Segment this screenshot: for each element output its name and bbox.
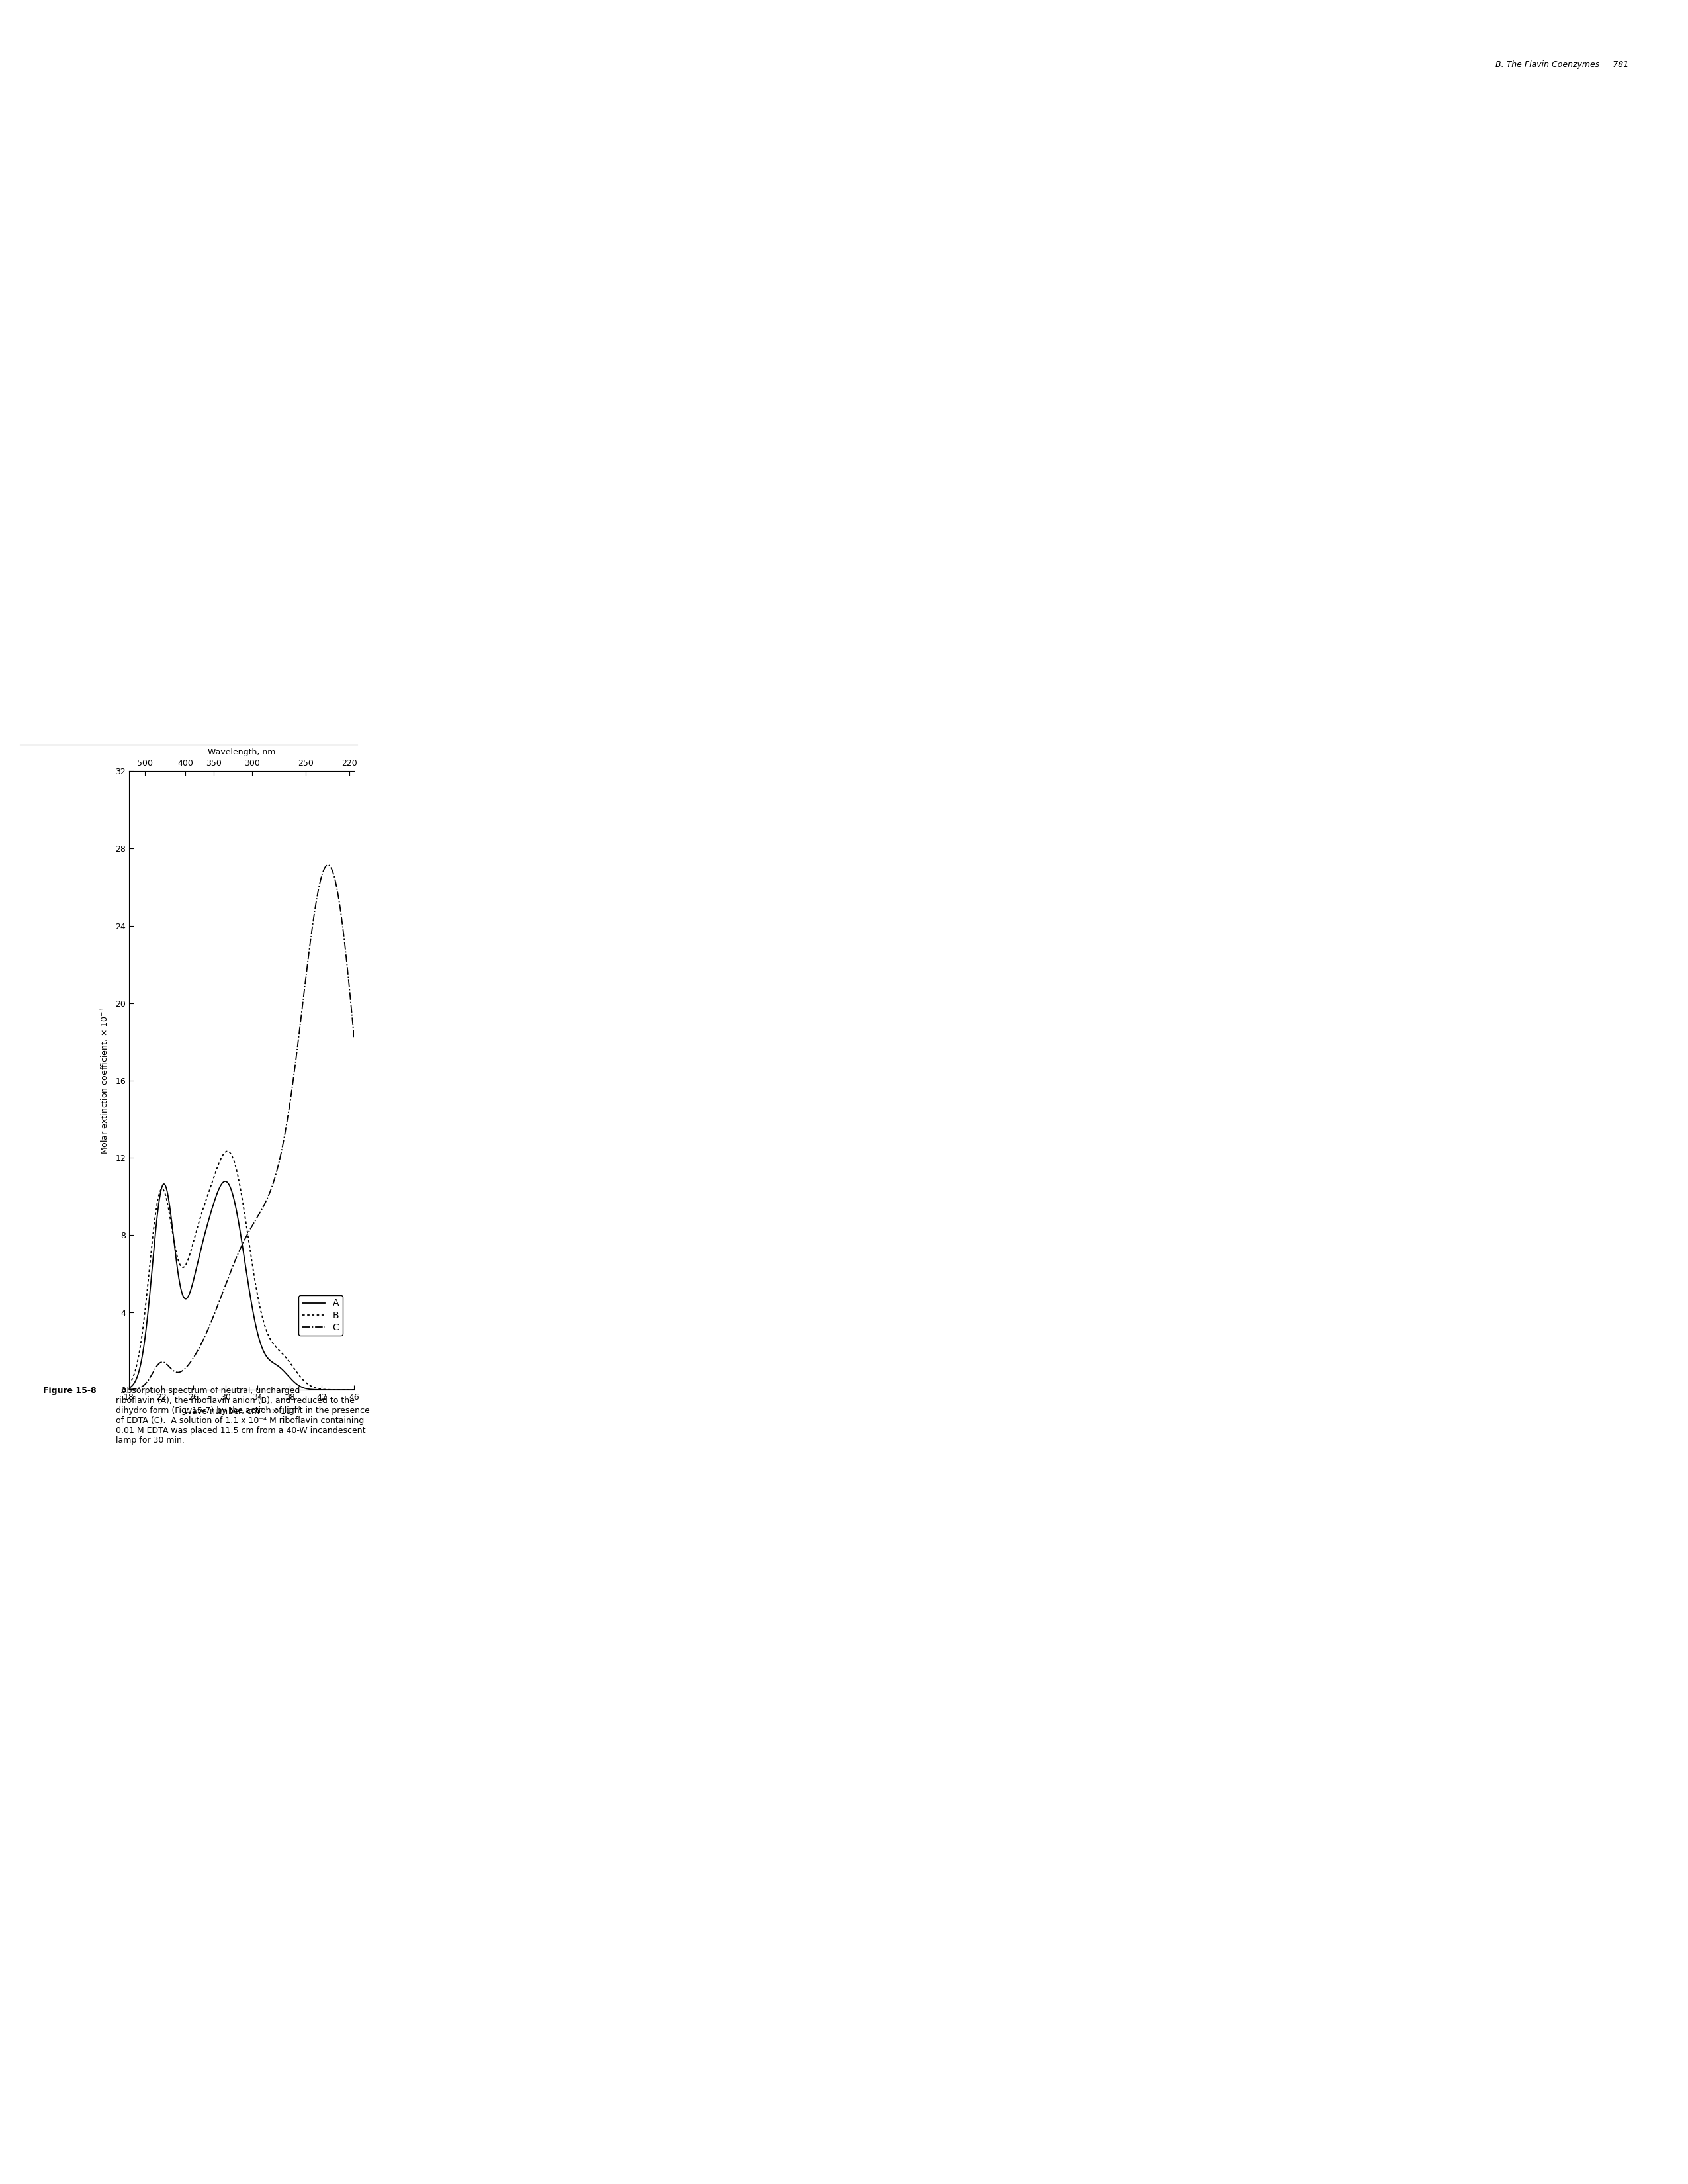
Text: B. The Flavin Coenzymes     781: B. The Flavin Coenzymes 781: [1496, 59, 1629, 68]
Text: Absorption spectrum of neutral, uncharged
riboflavin (A), the riboflavin anion (: Absorption spectrum of neutral, uncharge…: [115, 1387, 370, 1446]
X-axis label: Wave number, cm$^{-1}$ × 10$^{-3}$: Wave number, cm$^{-1}$ × 10$^{-3}$: [182, 1404, 300, 1417]
Legend: A, B, C: A, B, C: [299, 1295, 343, 1337]
X-axis label: Wavelength, nm: Wavelength, nm: [208, 747, 275, 756]
Text: Figure 15-8: Figure 15-8: [42, 1387, 96, 1396]
Y-axis label: Molar extinction coefficient, × 10$^{-3}$: Molar extinction coefficient, × 10$^{-3}…: [100, 1007, 111, 1153]
